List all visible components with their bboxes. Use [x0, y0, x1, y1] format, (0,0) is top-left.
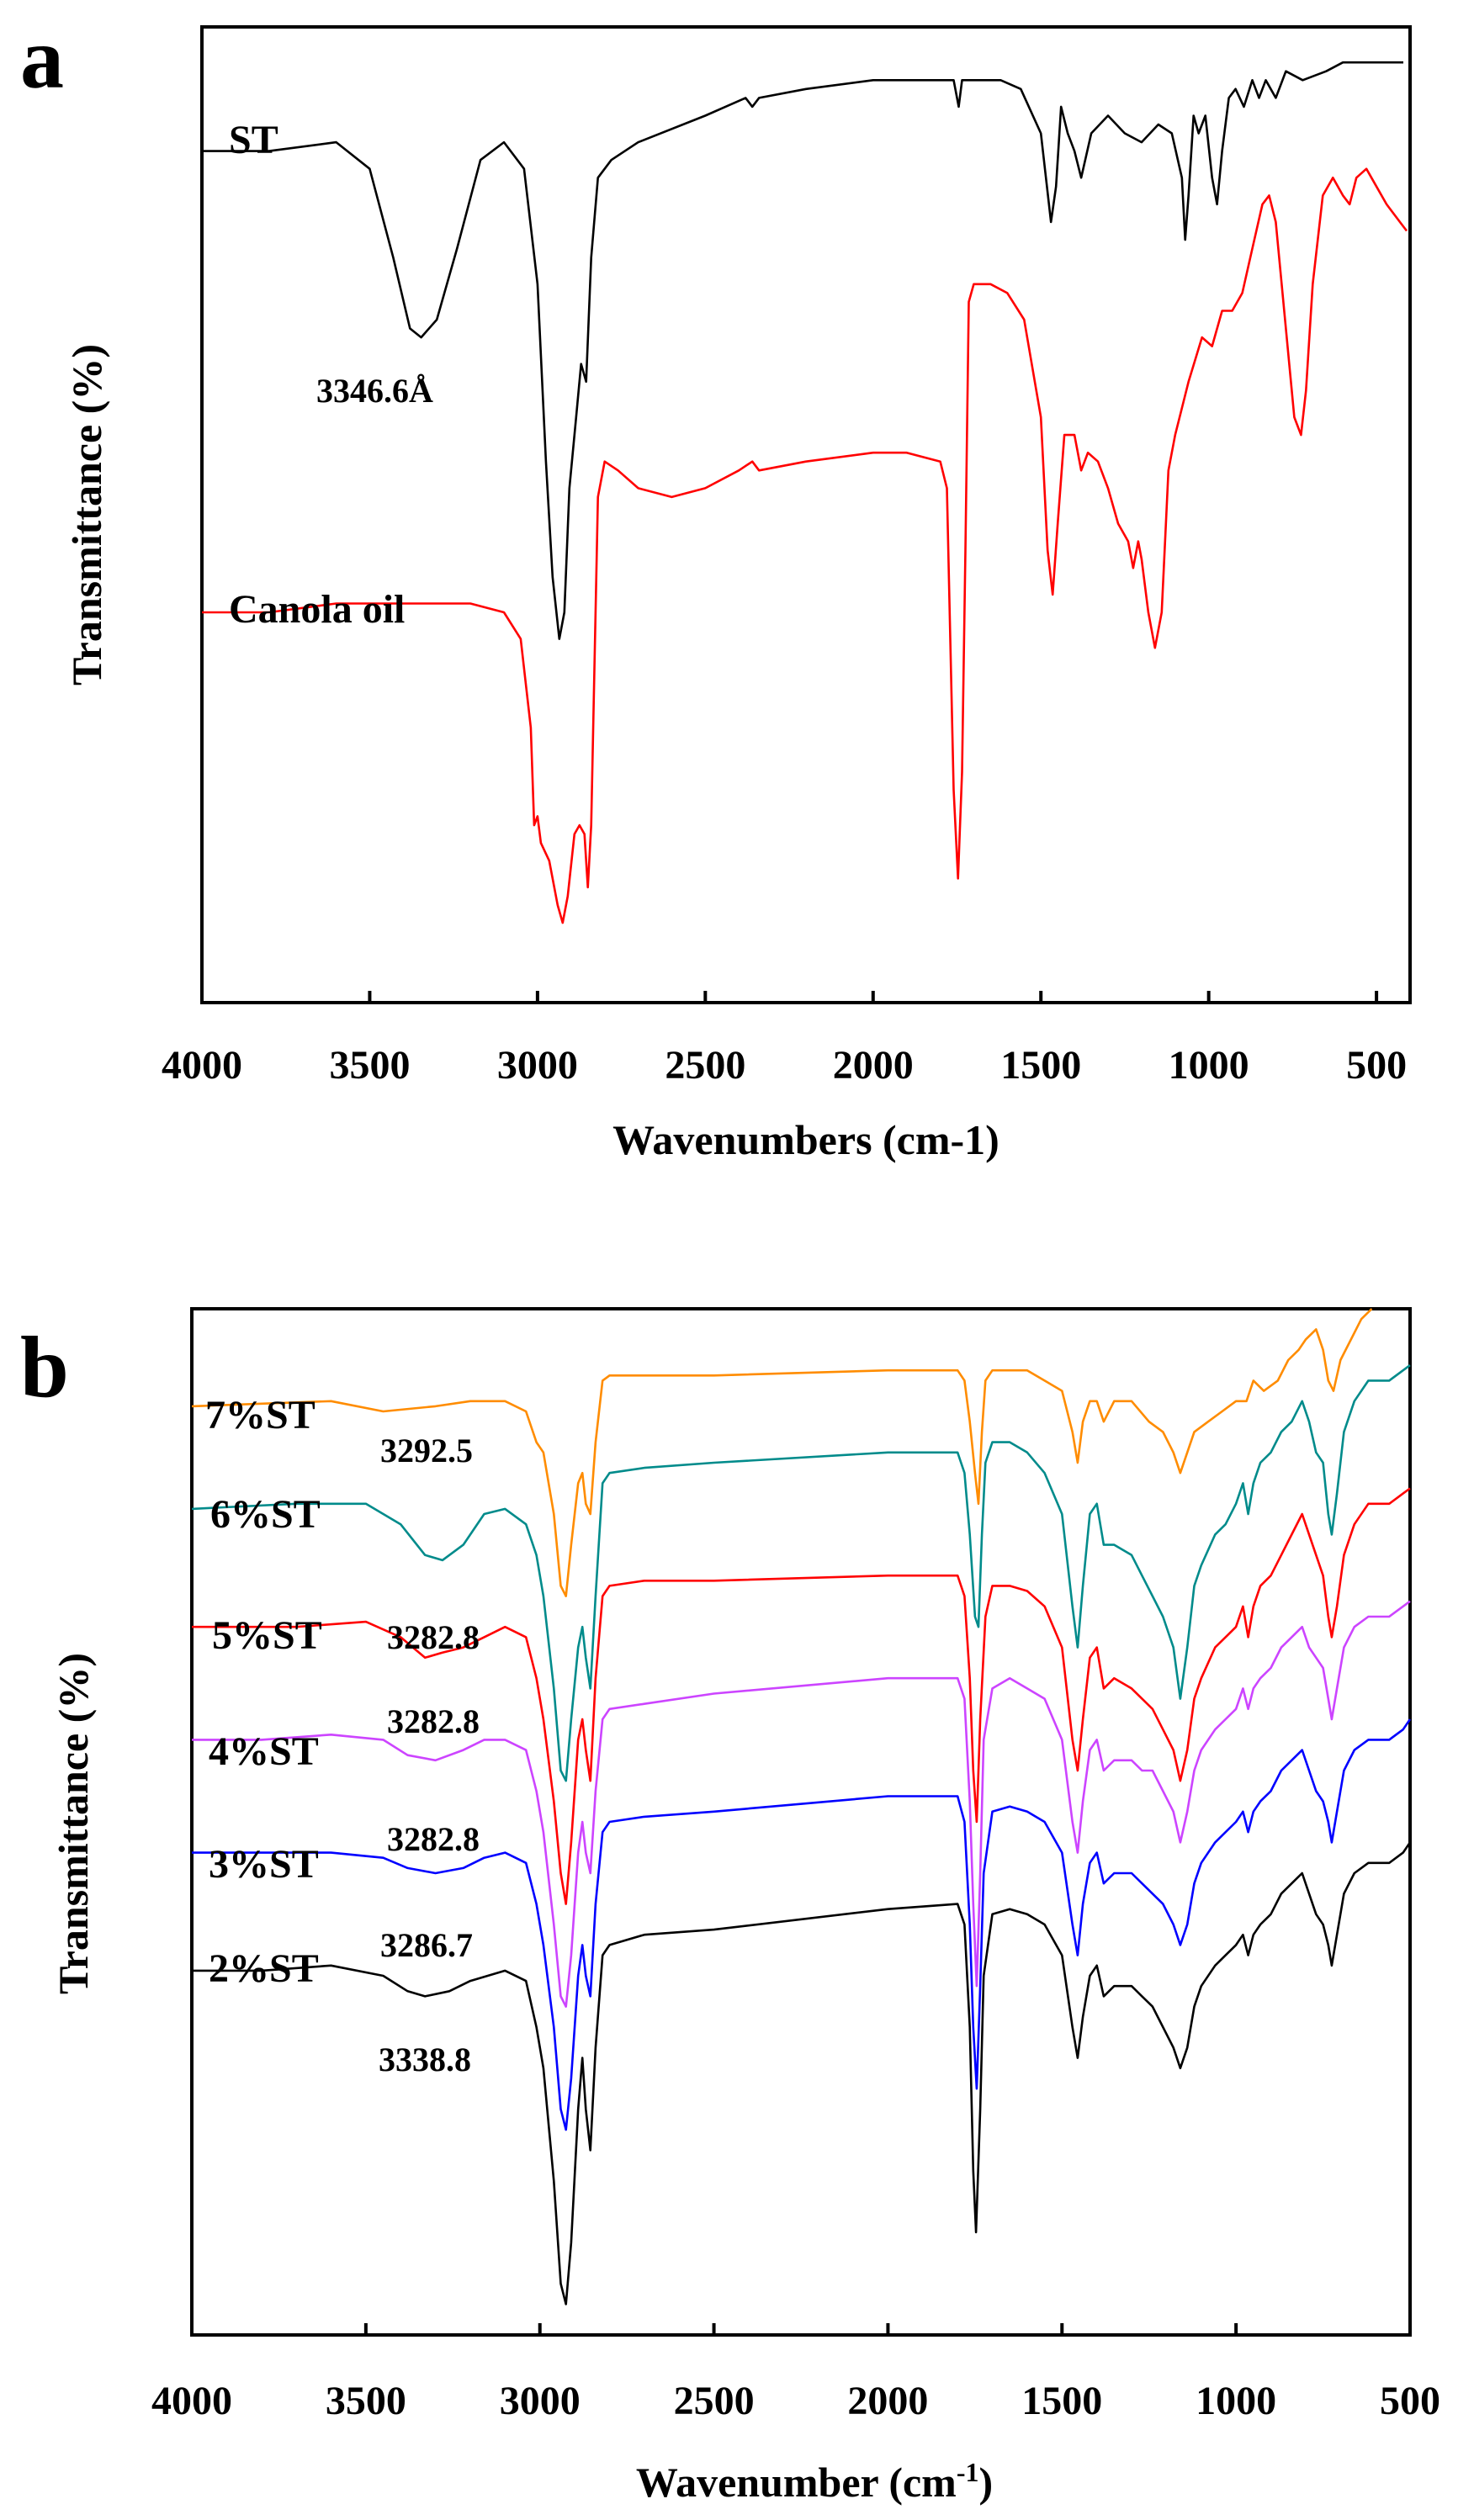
panel-b-tick-label-4000: 4000: [151, 2379, 232, 2423]
panel-b-peak-annotation-2-st: 3338.8: [379, 2041, 471, 2078]
panel-b-series-5-st: [192, 1487, 1411, 1905]
panel-a-tick-label-4000: 4000: [162, 1043, 242, 1088]
panel-a: a 4000 3500 3000 2500 2000 1500 1000 500 ST Can…: [20, 10, 1412, 1163]
panel-b-series-6-st: [191, 1364, 1411, 1782]
panel-a-tick-label-500: 500: [1346, 1043, 1407, 1088]
panel-b-tick-label-1000: 1000: [1196, 2379, 1276, 2423]
panel-a-label-st: ST: [229, 118, 278, 162]
panel-b-peak-annotation-4-st: 3282.8: [387, 1820, 480, 1858]
panel-b-series-labels: 7%ST 3292.5 6%ST 3282.8 5%ST 3282.8 4%ST 3282.8…: [205, 1393, 480, 2078]
panel-b-x-axis-title-sup: -1: [957, 2457, 979, 2487]
panel-a-label-canola-oil: Canola oil: [229, 587, 405, 632]
panel-b-tick-label-3000: 3000: [500, 2379, 581, 2423]
panel-b-series: [191, 1308, 1412, 2306]
panel-b-label-7-st: 7%ST: [205, 1393, 315, 1437]
panel-b-tick-label-2500: 2500: [674, 2379, 755, 2423]
panel-b-label-5-st: 5%ST: [212, 1613, 322, 1658]
panel-b-letter: b: [20, 1319, 69, 1416]
panel-a-x-ticks: 4000 3500 3000 2500 2000 1500 1000 500: [162, 991, 1407, 1088]
panel-b-series-4-st: [192, 1600, 1411, 2008]
panel-b-series-3-st: [192, 1718, 1412, 2131]
panel-b-peak-annotation-3-st: 3286.7: [380, 1926, 473, 1964]
panel-b-tick-label-500: 500: [1380, 2379, 1440, 2423]
panel-a-tick-label-2000: 2000: [833, 1043, 914, 1088]
panel-b-y-axis-title: Transmittance (%): [50, 1653, 97, 1994]
panel-a-letter: a: [20, 10, 64, 107]
panel-b-series-2-st: [192, 1841, 1412, 2306]
panel-b-peak-annotation-7-st: 3292.5: [380, 1432, 473, 1469]
panel-a-tick-label-1500: 1500: [1000, 1043, 1081, 1088]
panel-a-tick-label-3500: 3500: [329, 1043, 410, 1088]
panel-b-label-2-st: 2%ST: [209, 1946, 319, 1991]
panel-b-x-axis-title: Wavenumber (cm-1): [636, 2457, 993, 2506]
panel-b-peak-annotation-5-st: 3282.8: [387, 1702, 480, 1740]
panel-a-plot-frame: [200, 25, 1412, 1004]
panel-a-x-axis-title: Wavenumbers (cm-1): [612, 1116, 999, 1163]
panel-b-label-3-st: 3%ST: [209, 1842, 319, 1887]
panel-a-peak-annotation: 3346.6Å: [316, 372, 433, 410]
panel-b: b 4000 3500 3000 2500 2000 1500 1000 500 7%ST 32…: [20, 1307, 1440, 2506]
panel-a-series: [202, 61, 1408, 924]
panel-b-x-axis-title-end: ): [978, 2459, 993, 2506]
panel-b-tick-label-3500: 3500: [326, 2379, 406, 2423]
panel-b-x-axis-title-main: Wavenumber (cm: [636, 2459, 957, 2506]
panel-b-plot-frame: [190, 1307, 1412, 2337]
panel-b-series-7-st: [191, 1308, 1373, 1597]
panel-a-series-canola-oil: [202, 167, 1408, 924]
panel-b-label-6-st: 6%ST: [210, 1492, 321, 1537]
panel-b-label-4-st: 4%ST: [209, 1729, 319, 1774]
panel-a-y-axis-title: Transmittance (%): [63, 344, 110, 686]
panel-a-tick-label-2500: 2500: [665, 1043, 745, 1088]
panel-b-peak-annotation-6-st: 3282.8: [387, 1618, 480, 1656]
panel-b-tick-label-1500: 1500: [1021, 2379, 1102, 2423]
panel-a-tick-label-1000: 1000: [1169, 1043, 1249, 1088]
panel-b-x-ticks: 4000 3500 3000 2500 2000 1500 1000 500: [151, 2323, 1440, 2423]
panel-a-series-st: [202, 61, 1403, 640]
panel-a-tick-label-3000: 3000: [497, 1043, 578, 1088]
panel-b-tick-label-2000: 2000: [847, 2379, 928, 2423]
